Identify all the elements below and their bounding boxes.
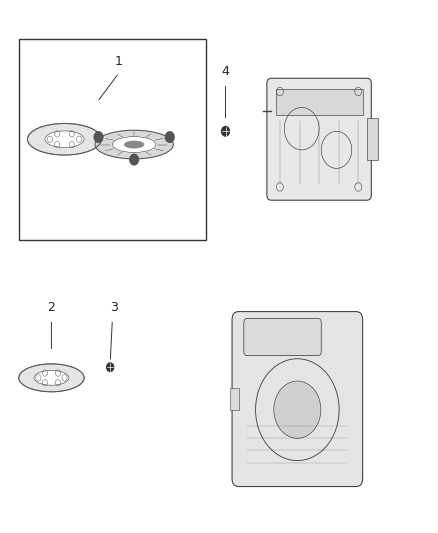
Bar (230, 389, 239, 410)
Polygon shape (95, 130, 173, 159)
Polygon shape (45, 131, 84, 148)
Circle shape (166, 132, 174, 142)
Text: 2: 2 (47, 301, 55, 314)
Text: 1: 1 (115, 55, 123, 68)
FancyBboxPatch shape (244, 318, 321, 356)
Ellipse shape (124, 141, 144, 148)
Circle shape (222, 126, 230, 136)
Polygon shape (19, 364, 84, 392)
Bar (276, 89, 363, 115)
Circle shape (94, 132, 103, 142)
Circle shape (274, 381, 321, 438)
FancyBboxPatch shape (267, 78, 371, 200)
Polygon shape (113, 136, 156, 152)
FancyBboxPatch shape (232, 312, 363, 487)
Polygon shape (28, 124, 102, 155)
Text: 3: 3 (110, 301, 118, 314)
Bar (367, 118, 378, 160)
Bar (19, 38, 206, 240)
Circle shape (130, 154, 138, 165)
Circle shape (107, 363, 114, 372)
Text: 4: 4 (222, 65, 230, 78)
Polygon shape (34, 370, 69, 385)
